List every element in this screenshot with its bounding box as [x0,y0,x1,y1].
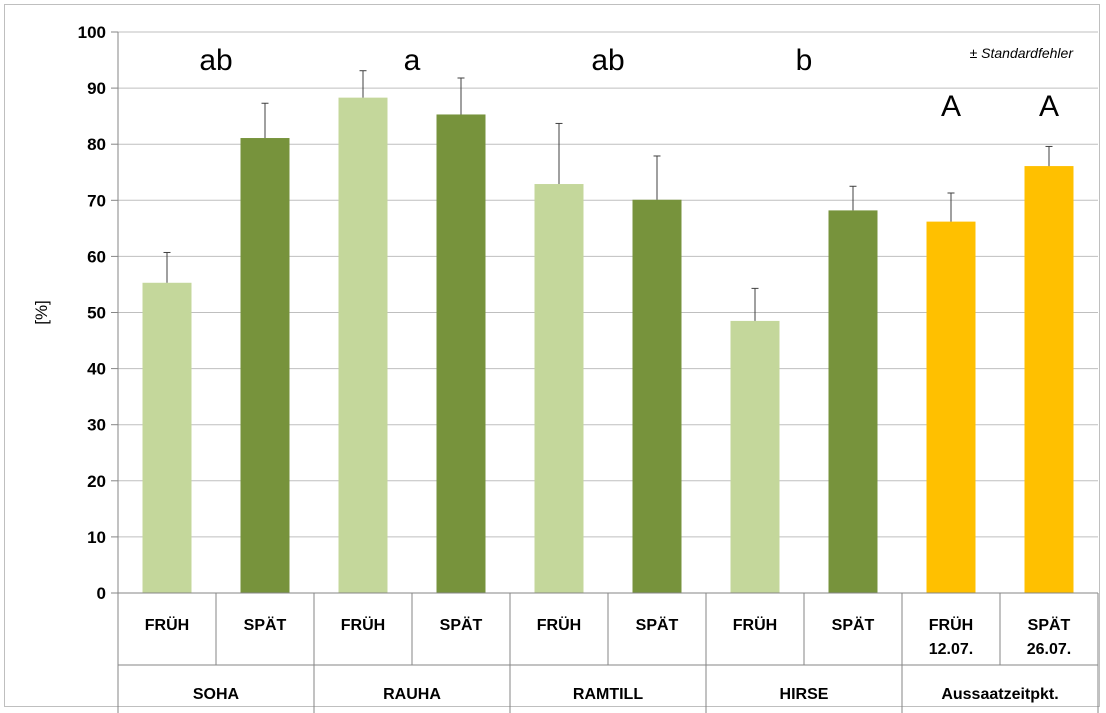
x-tick-label: FRÜH [341,615,385,634]
y-tick-label: 50 [87,304,106,323]
significance-letter: ab [591,44,624,77]
significance-letter: a [404,44,421,77]
y-tick-label: 80 [87,135,106,154]
x-tick-label: SPÄT [832,616,875,634]
x-tick-label: SPÄT [636,616,679,634]
x-tick-label: FRÜH [929,615,973,634]
y-tick-label: 40 [87,360,106,379]
bar [436,114,486,593]
significance-letter: A [1039,90,1059,123]
bar [240,138,290,594]
y-tick-label: 20 [87,472,106,491]
x-tick-label: FRÜH [733,615,777,634]
significance-letter: ab [199,44,232,77]
group-label: RAMTILL [573,686,643,703]
x-tick-label: SPÄT [244,616,287,634]
bar [632,199,682,593]
y-tick-label: 70 [87,191,106,210]
y-tick-label: 0 [97,584,106,603]
bar [828,210,878,593]
significance-letter: A [941,90,961,123]
group-label: HIRSE [780,686,829,703]
error-note: ± Standardfehler [970,45,1075,61]
bar [730,320,780,593]
x-tick-label: 26.07. [1027,641,1071,658]
bar [338,97,388,594]
group-label: RAUHA [383,686,441,703]
bar [142,282,192,593]
x-tick-label: SPÄT [1028,616,1071,634]
y-tick-label: 90 [87,79,106,98]
x-tick-label: 12.07. [929,641,973,658]
bar [926,221,976,594]
bar [1024,166,1074,594]
significance-letter: b [796,44,813,77]
y-axis-label: [%] [32,300,51,325]
y-tick-label: 30 [87,416,106,435]
group-label: SOHA [193,686,240,703]
bar [534,184,584,593]
x-tick-label: FRÜH [145,615,189,634]
y-tick-label: 60 [87,247,106,266]
y-tick-label: 100 [78,23,106,42]
group-label: Aussaatzeitpkt. [941,686,1058,703]
x-tick-label: SPÄT [440,616,483,634]
y-tick-label: 10 [87,528,106,547]
x-tick-label: FRÜH [537,615,581,634]
